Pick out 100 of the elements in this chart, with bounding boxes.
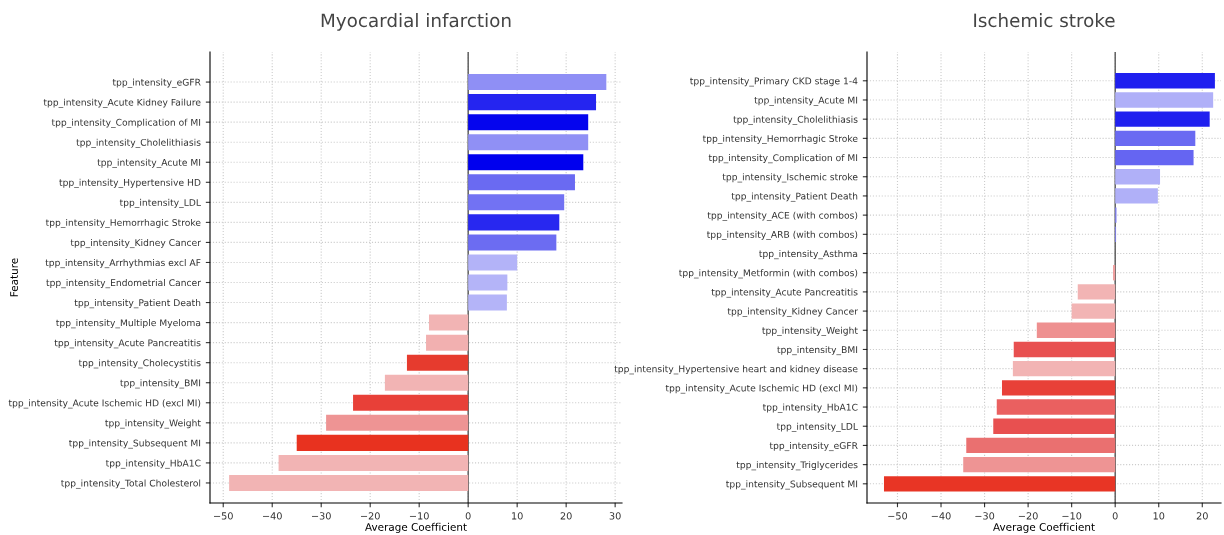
y-tick-label: tpp_intensity_Metformin (with combos) bbox=[679, 269, 858, 279]
bar bbox=[406, 354, 469, 371]
y-tick-label: tpp_intensity_Triglycerides bbox=[736, 461, 858, 471]
x-tick-label: 0 bbox=[1112, 512, 1118, 520]
y-tick-label: tpp_intensity_Weight bbox=[105, 419, 201, 429]
bar bbox=[468, 274, 508, 291]
y-tick-label: tpp_intensity_HbA1C bbox=[105, 459, 201, 469]
y-tick-label: tpp_intensity_Complication of MI bbox=[51, 118, 201, 128]
bar bbox=[1115, 73, 1215, 89]
y-tick-label: tpp_intensity_Arrhythmias excl AF bbox=[45, 258, 201, 269]
y-tick-label: tpp_intensity_Subsequent MI bbox=[726, 480, 858, 490]
y-tick-label: tpp_intensity_Acute Pancreatitis bbox=[711, 288, 858, 298]
y-tick-label: tpp_intensity_Acute MI bbox=[754, 96, 858, 106]
bar bbox=[468, 114, 589, 131]
bar bbox=[1115, 92, 1214, 108]
y-tick-label: tpp_intensity_Patient Death bbox=[74, 299, 201, 309]
x-tick-label: 0 bbox=[465, 512, 471, 520]
bar bbox=[1115, 130, 1196, 147]
y-tick-label: tpp_intensity_Kidney Cancer bbox=[70, 238, 201, 249]
y-tick-label: tpp_intensity_Acute Pancreatitis bbox=[54, 339, 201, 349]
bar bbox=[966, 437, 1116, 454]
y-tick-label: tpp_intensity_Acute Ischemic HD (excl MI) bbox=[8, 399, 201, 409]
bar bbox=[468, 94, 597, 111]
bar bbox=[1071, 303, 1116, 319]
bar bbox=[1036, 322, 1116, 338]
y-tick-label: tpp_intensity_Subsequent MI bbox=[69, 439, 201, 449]
y-tick-label: tpp_intensity_eGFR bbox=[112, 78, 201, 88]
bar bbox=[963, 456, 1116, 473]
y-tick-label: tpp_intensity_Kidney Cancer bbox=[727, 307, 858, 317]
y-tick-label: tpp_intensity_Complication of MI bbox=[708, 154, 858, 164]
y-tick-label: tpp_intensity_ACE (with combos) bbox=[707, 211, 858, 221]
bar bbox=[1115, 149, 1194, 166]
y-tick-label: tpp_intensity_Patient Death bbox=[731, 192, 858, 202]
bar bbox=[468, 234, 557, 251]
bar bbox=[229, 474, 469, 491]
y-tick-label: tpp_intensity_Primary CKD stage 1-4 bbox=[690, 77, 858, 87]
x-tick-label: 20 bbox=[1196, 512, 1208, 520]
bar bbox=[468, 134, 589, 151]
bar bbox=[1013, 341, 1116, 358]
bar bbox=[1115, 169, 1161, 185]
y-tick-label: tpp_intensity_Weight bbox=[762, 326, 858, 336]
bar bbox=[468, 254, 518, 271]
x-tick-label: −50 bbox=[214, 512, 233, 520]
bar bbox=[428, 314, 469, 331]
y-tick-label: tpp_intensity_Asthma bbox=[759, 250, 858, 260]
bar bbox=[468, 74, 607, 91]
bar bbox=[996, 399, 1116, 415]
x-tick-label: −30 bbox=[311, 512, 331, 520]
y-tick-label: tpp_intensity_LDL bbox=[119, 198, 201, 208]
y-tick-label: tpp_intensity_Multiple Myeloma bbox=[56, 319, 201, 329]
y-tick-label: tpp_intensity_ARB (with combos) bbox=[706, 230, 858, 240]
bar bbox=[468, 294, 507, 311]
x-tick-label: −40 bbox=[262, 512, 282, 520]
y-tick-label: tpp_intensity_Acute MI bbox=[97, 158, 201, 168]
y-tick-label: tpp_intensity_Cholecystitis bbox=[78, 359, 201, 369]
y-tick-label: tpp_intensity_Hemorrhagic Stroke bbox=[45, 218, 201, 229]
y-tick-label: tpp_intensity_HbA1C bbox=[762, 403, 858, 413]
x-tick-label: −30 bbox=[975, 512, 995, 520]
chart-title: Ischemic stroke bbox=[974, 13, 1115, 28]
bar bbox=[296, 434, 469, 451]
bar bbox=[426, 334, 469, 351]
bar bbox=[1115, 111, 1210, 127]
bar bbox=[883, 476, 1116, 492]
x-tick-label: 20 bbox=[560, 512, 572, 520]
y-tick-label: tpp_intensity_Cholelithiasis bbox=[76, 138, 201, 148]
y-axis-title: Feature bbox=[10, 258, 18, 297]
bar bbox=[1077, 284, 1116, 300]
y-tick-label: tpp_intensity_Total Cholesterol bbox=[61, 479, 201, 489]
x-axis-title: Average Coefficient bbox=[993, 522, 1095, 533]
y-tick-label: tpp_intensity_Hypertensive HD bbox=[59, 178, 201, 188]
bar bbox=[993, 418, 1116, 434]
chart-title: Myocardial infarction bbox=[321, 13, 511, 31]
y-tick-label: tpp_intensity_eGFR bbox=[769, 441, 858, 452]
bar bbox=[468, 194, 565, 211]
bar bbox=[1113, 265, 1116, 281]
bar bbox=[468, 214, 560, 231]
y-tick-label: tpp_intensity_Cholelithiasis bbox=[733, 115, 858, 125]
y-tick-label: tpp_intensity_Hemorrhagic Stroke bbox=[702, 134, 858, 145]
bar bbox=[384, 374, 469, 391]
y-tick-label: tpp_intensity_Endometrial Cancer bbox=[46, 279, 201, 289]
x-tick-label: −50 bbox=[888, 512, 908, 520]
bar bbox=[468, 174, 575, 191]
bar bbox=[278, 454, 469, 471]
x-tick-label: −40 bbox=[931, 512, 951, 520]
bar bbox=[468, 154, 584, 171]
x-tick-label: 10 bbox=[512, 512, 523, 520]
x-tick-label: −10 bbox=[1062, 512, 1082, 520]
y-tick-label: tpp_intensity_BMI bbox=[777, 345, 858, 356]
y-tick-label: tpp_intensity_Acute Kidney Failure bbox=[43, 98, 201, 108]
bar bbox=[1001, 380, 1116, 396]
bar bbox=[1115, 188, 1158, 204]
y-tick-label: tpp_intensity_LDL bbox=[776, 422, 858, 432]
bar bbox=[1012, 360, 1116, 377]
x-tick-label: −10 bbox=[409, 512, 429, 520]
bar bbox=[353, 394, 469, 411]
x-tick-label: 30 bbox=[609, 512, 621, 520]
y-tick-label: tpp_intensity_BMI bbox=[120, 379, 201, 389]
y-tick-label: tpp_intensity_Hypertensive heart and kidney disease bbox=[614, 365, 858, 375]
x-tick-label: 10 bbox=[1153, 512, 1165, 520]
x-tick-label: −20 bbox=[360, 512, 380, 520]
